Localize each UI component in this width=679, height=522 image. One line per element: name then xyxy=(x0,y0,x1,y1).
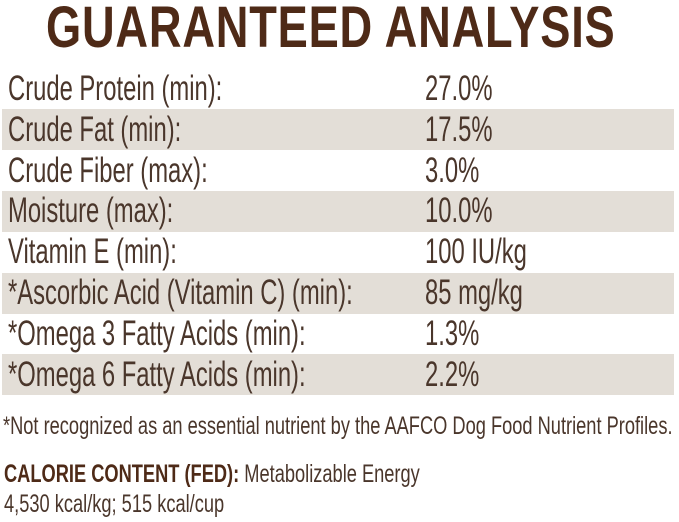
table-row: Crude Fat (min): 17.5% xyxy=(0,109,679,151)
nutrient-label: Moisture (max): xyxy=(8,191,174,231)
table-row: Moisture (max): 10.0% xyxy=(0,191,679,232)
nutrient-label: Crude Fat (min): xyxy=(8,109,182,149)
calorie-content-description: Metabolizable Energy xyxy=(244,460,420,488)
nutrient-value: 2.2% xyxy=(425,354,480,394)
nutrient-label: *Ascorbic Acid (Vitamin C) (min): xyxy=(8,273,353,313)
table-row: Vitamin E (min): 100 IU/kg xyxy=(0,232,679,273)
calorie-content-heading: CALORIE CONTENT (FED): xyxy=(4,460,240,488)
table-row: *Ascorbic Acid (Vitamin C) (min): 85 mg/… xyxy=(0,272,679,314)
page-title: GUARANTEED ANALYSIS xyxy=(46,0,616,60)
nutrient-value: 10.0% xyxy=(425,191,493,231)
nutrient-value: 3.0% xyxy=(425,150,480,190)
table-row: *Omega 3 Fatty Acids (min): 1.3% xyxy=(0,314,679,355)
table-row: Crude Protein (min): 27.0% xyxy=(0,69,679,110)
nutrient-value: 1.3% xyxy=(425,313,480,353)
nutrient-value: 27.0% xyxy=(425,68,493,108)
nutrient-value: 100 IU/kg xyxy=(425,232,527,272)
aafco-footnote: *Not recognized as an essential nutrient… xyxy=(3,412,679,441)
nutrient-value: 17.5% xyxy=(425,109,493,149)
calorie-content-section: CALORIE CONTENT (FED): Metabolizable Ene… xyxy=(4,459,574,519)
analysis-table: Crude Protein (min): 27.0% Crude Fat (mi… xyxy=(0,69,679,396)
nutrient-label: *Omega 6 Fatty Acids (min): xyxy=(8,354,306,394)
nutrient-label: Vitamin E (min): xyxy=(8,232,177,272)
nutrient-label: Crude Fiber (max): xyxy=(8,150,208,190)
table-row: Crude Fiber (max): 3.0% xyxy=(0,150,679,191)
table-row: *Omega 6 Fatty Acids (min): 2.2% xyxy=(0,354,679,396)
calorie-values: 4,530 kcal/kg; 515 kcal/cup xyxy=(4,490,225,518)
nutrient-label: *Omega 3 Fatty Acids (min): xyxy=(8,313,306,353)
aafco-footnote-text: *Not recognized as an essential nutrient… xyxy=(3,412,673,440)
nutrient-value: 85 mg/kg xyxy=(425,273,523,313)
nutrient-label: Crude Protein (min): xyxy=(8,68,223,108)
